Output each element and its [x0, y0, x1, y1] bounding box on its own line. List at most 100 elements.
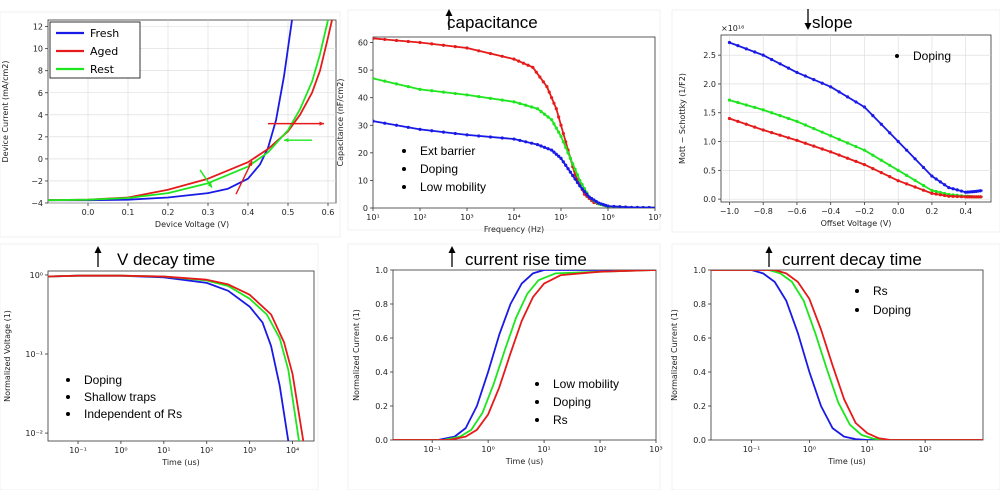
series-rest-marker: [550, 118, 554, 122]
series-fresh-marker: [587, 195, 591, 199]
x-tick-label: 10⁵: [554, 213, 567, 222]
series-aged-marker: [761, 128, 765, 132]
series-aged-marker: [778, 133, 782, 137]
series-rest-marker: [580, 182, 584, 187]
header-text: slope: [812, 13, 853, 32]
y-tick-label: 4: [38, 111, 43, 120]
series-rest-marker: [761, 108, 765, 112]
series-fresh-marker: [736, 44, 740, 48]
bullet-icon: [402, 149, 406, 153]
series-fresh-marker: [829, 85, 833, 89]
series-fresh-marker: [488, 135, 493, 139]
series-aged-marker: [934, 192, 938, 196]
y-tick-label: 0.6: [693, 334, 706, 343]
series-rest-marker: [879, 158, 883, 162]
series-aged-marker: [913, 185, 917, 189]
series-aged-marker: [531, 65, 535, 69]
bullet-icon: [535, 400, 539, 404]
series-fresh-marker: [566, 167, 570, 171]
series-fresh-marker: [635, 205, 639, 208]
series-rest-line: [48, 20, 329, 202]
y-tick-label: 2: [38, 133, 43, 142]
x-tick-label: 10¹: [366, 213, 379, 222]
y-tick-label: 1.0: [375, 266, 388, 275]
series-rest-marker: [778, 114, 782, 118]
x-tick-label: 10⁻¹: [423, 445, 441, 454]
series-fresh-marker: [578, 184, 582, 188]
series-rest-marker: [383, 79, 387, 83]
bullet-icon: [66, 378, 70, 382]
series-fresh-marker: [959, 189, 964, 193]
panel-border: [347, 243, 661, 490]
series-fresh-marker: [594, 199, 598, 204]
x-tick-label: 10¹: [537, 445, 550, 454]
series-fresh-marker: [561, 160, 565, 164]
y-tick-label: 60: [358, 39, 368, 48]
series-rest-marker: [573, 167, 577, 171]
series-aged-marker: [930, 191, 934, 195]
series-aged-marker: [552, 101, 556, 105]
series-aged-marker: [557, 115, 561, 119]
series-aged-marker: [559, 123, 563, 127]
chart-cd: 10⁻¹ 10⁰ 10¹ 10² 0.0 0.2 0.4 0.6 0.8 1.0 Time (us)…: [670, 266, 984, 466]
series-fresh-marker: [500, 136, 504, 140]
annotation-text: Rs: [873, 284, 888, 298]
x-tick-label: 0.1: [122, 208, 135, 217]
legend-label-aged: Aged: [90, 45, 118, 58]
y-tick-label: 0.2: [375, 402, 388, 411]
series-rest-marker: [829, 134, 833, 138]
y-tick-label: −2: [31, 177, 43, 186]
series-fresh-marker: [618, 205, 622, 208]
y-tick-label: −4: [31, 199, 43, 208]
series-rest-marker: [530, 105, 534, 109]
series-fresh-marker: [647, 206, 651, 208]
series-fresh-marker: [383, 121, 387, 125]
panel-border: [347, 9, 661, 231]
series-rest-marker: [542, 112, 547, 116]
y-axis-label: Normalized Current (1): [670, 309, 679, 401]
panel-border: [0, 243, 319, 490]
series-rest-marker: [770, 111, 774, 115]
y-tick-label: 0.8: [693, 300, 706, 309]
series-rest-marker: [430, 89, 434, 93]
y-tick-label: 50: [358, 66, 368, 75]
series-aged-line: [711, 270, 983, 440]
series-aged-marker: [500, 54, 504, 58]
series-rest-marker: [854, 144, 858, 149]
series-fresh-marker: [539, 144, 543, 148]
header-current-rise-time: current rise time: [448, 246, 587, 269]
bullet-icon: [66, 395, 70, 399]
series-rest-marker: [518, 101, 522, 106]
series-rest-marker: [546, 115, 550, 119]
annotation-text: Ext barrier: [420, 144, 475, 158]
x-axis-label: Time (us): [161, 458, 200, 467]
series-fresh-marker: [530, 141, 534, 145]
y-exponent-label: ×10¹⁶: [721, 24, 744, 33]
series-aged-marker: [854, 159, 858, 164]
header-current-decay-time: current decay time: [765, 246, 922, 269]
series-fresh-marker: [441, 130, 446, 134]
series-fresh-marker: [453, 131, 457, 136]
header-text: current rise time: [465, 250, 587, 269]
series-aged-marker: [871, 167, 875, 171]
series-aged-marker: [538, 75, 542, 79]
series-fresh-line: [48, 20, 293, 202]
series-fresh-marker: [837, 90, 841, 94]
y-tick-label: 0.5: [703, 166, 716, 175]
x-tick-label: 0.3: [202, 208, 215, 217]
annotation-text: Rs: [553, 413, 568, 427]
series-aged-marker: [812, 144, 816, 148]
trend-arrows: [199, 121, 324, 195]
bullet-icon: [855, 289, 859, 293]
plot-frame: [392, 269, 657, 441]
legend-label-fresh: Fresh: [90, 27, 119, 40]
chart-cf: 10¹ 10² 10³ 10⁴ 10⁵ 10⁶ 10⁷ 0 10 20 30 40 50 60 Freque…: [336, 36, 662, 234]
x-tick-label: 10⁰: [803, 445, 816, 454]
series-rest-marker: [535, 107, 540, 111]
series-fresh-marker: [606, 204, 610, 208]
series-rest-marker: [905, 173, 909, 177]
series-rest-marker: [441, 90, 446, 94]
plot-frame: [710, 269, 984, 441]
down-arrowhead-icon: [804, 23, 812, 30]
y-axis-label: Mott − Schottky (1/F2): [678, 73, 687, 164]
